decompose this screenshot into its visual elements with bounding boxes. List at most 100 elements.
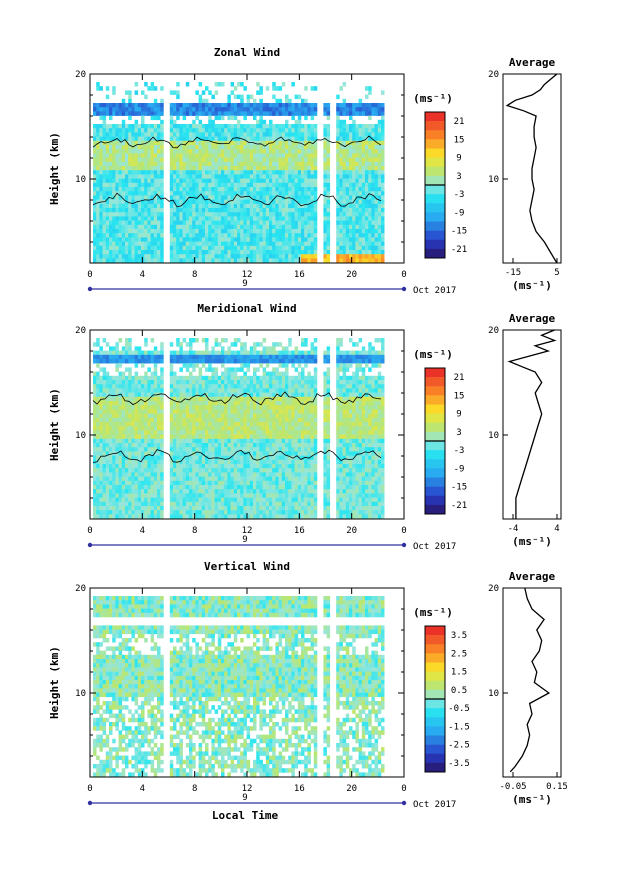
heatmap-cell xyxy=(198,82,203,87)
heatmap-cell xyxy=(173,220,177,226)
heatmap-cell xyxy=(297,111,302,116)
heatmap-cell xyxy=(259,212,263,217)
heatmap-cell xyxy=(93,153,97,158)
heatmap-cell xyxy=(131,195,135,200)
heatmap-cell xyxy=(365,145,369,150)
heatmap-cell xyxy=(224,493,228,498)
heatmap-cell xyxy=(121,417,126,423)
heatmap-cell xyxy=(237,195,241,200)
heatmap-cell xyxy=(233,107,238,112)
heatmap-cell xyxy=(256,153,260,158)
heatmap-cell xyxy=(272,245,276,251)
heatmap-cell xyxy=(377,182,382,188)
heatmap-cell xyxy=(294,199,299,205)
heatmap-cell xyxy=(339,119,343,125)
heatmap-cell xyxy=(160,417,164,423)
heatmap-cell xyxy=(176,241,180,247)
heatmap-cell xyxy=(144,187,148,192)
heatmap-cell xyxy=(118,199,123,205)
heatmap-cell xyxy=(176,245,180,251)
heatmap-cell xyxy=(109,124,113,129)
heatmap-cell xyxy=(269,220,273,226)
heatmap-cell xyxy=(288,145,292,150)
heatmap-cell xyxy=(259,208,263,213)
heatmap-cell xyxy=(169,128,174,133)
heatmap-cell xyxy=(189,388,193,393)
heatmap-cell xyxy=(352,212,356,217)
heatmap-cell xyxy=(102,409,107,414)
heatmap-cell xyxy=(128,220,132,226)
heatmap-cell xyxy=(192,375,196,381)
heatmap-cell xyxy=(141,388,145,393)
heatmap-cell xyxy=(371,191,375,196)
heatmap-cell xyxy=(131,136,135,142)
heatmap-cell xyxy=(115,132,119,137)
heatmap-cell xyxy=(125,132,129,137)
heatmap-cell xyxy=(377,153,382,158)
heatmap-cell xyxy=(195,464,199,469)
heatmap-cell xyxy=(365,86,369,91)
heatmap-cell xyxy=(195,245,199,251)
heatmap-cell xyxy=(377,216,382,221)
heatmap-cell xyxy=(233,396,238,402)
heatmap-cell xyxy=(272,187,276,192)
heatmap-cell xyxy=(125,237,129,242)
heatmap-cell xyxy=(150,476,155,482)
heatmap-cell xyxy=(96,203,100,209)
heatmap-cell xyxy=(368,161,372,167)
heatmap-cell xyxy=(176,506,180,511)
heatmap-cell xyxy=(269,161,273,167)
heatmap-cell xyxy=(224,480,228,486)
heatmap-cell xyxy=(195,468,199,473)
heatmap-cell xyxy=(102,497,107,503)
colorbar-segment xyxy=(425,121,445,131)
heatmap-cell xyxy=(141,115,145,121)
heatmap-cell xyxy=(365,170,369,175)
heatmap-cell xyxy=(182,107,187,112)
heatmap-cell xyxy=(195,434,199,440)
heatmap-cell xyxy=(201,157,206,163)
heatmap-cell xyxy=(157,187,161,192)
heatmap-cell xyxy=(301,229,305,234)
heatmap-cell xyxy=(304,153,308,158)
heatmap-cell xyxy=(368,132,372,137)
heatmap-cell xyxy=(128,182,132,188)
heatmap-cell xyxy=(269,145,273,150)
heatmap-cell xyxy=(128,128,132,133)
heatmap-cell xyxy=(217,342,222,347)
heatmap-cell xyxy=(118,388,123,393)
heatmap-cell xyxy=(342,233,347,238)
heatmap-cell xyxy=(307,174,311,179)
heatmap-cell xyxy=(96,82,100,87)
colorbar-unit: (ms⁻¹) xyxy=(413,92,453,105)
heatmap-cell xyxy=(352,187,356,192)
heatmap-cell xyxy=(365,250,369,255)
heatmap-cell xyxy=(230,195,235,200)
heatmap-cell xyxy=(173,375,177,381)
heatmap-cell xyxy=(105,417,110,423)
heatmap-cell xyxy=(281,174,286,179)
heatmap-cell xyxy=(336,153,340,158)
heatmap-cell xyxy=(125,258,129,263)
heatmap-cell xyxy=(99,212,103,217)
heatmap-cell xyxy=(99,233,103,238)
heatmap-cell xyxy=(368,212,372,217)
heatmap-cell xyxy=(105,241,110,247)
date-axis-end xyxy=(401,286,407,292)
heatmap-cell xyxy=(211,371,215,377)
heatmap-cell xyxy=(176,380,180,385)
heatmap-cell xyxy=(291,195,295,200)
heatmap-cell xyxy=(272,136,276,142)
heatmap-cell xyxy=(297,199,302,205)
heatmap-cell xyxy=(112,166,116,171)
heatmap-cell xyxy=(278,191,283,196)
average-title: Average xyxy=(509,56,556,69)
heatmap-cell xyxy=(201,485,206,490)
heatmap-cell xyxy=(157,212,161,217)
heatmap-cell xyxy=(352,128,356,133)
heatmap-cell xyxy=(201,136,206,142)
heatmap-cell xyxy=(381,250,385,255)
heatmap-cell xyxy=(179,493,183,498)
heatmap-cell xyxy=(141,111,145,116)
heatmap-cell xyxy=(189,254,193,259)
